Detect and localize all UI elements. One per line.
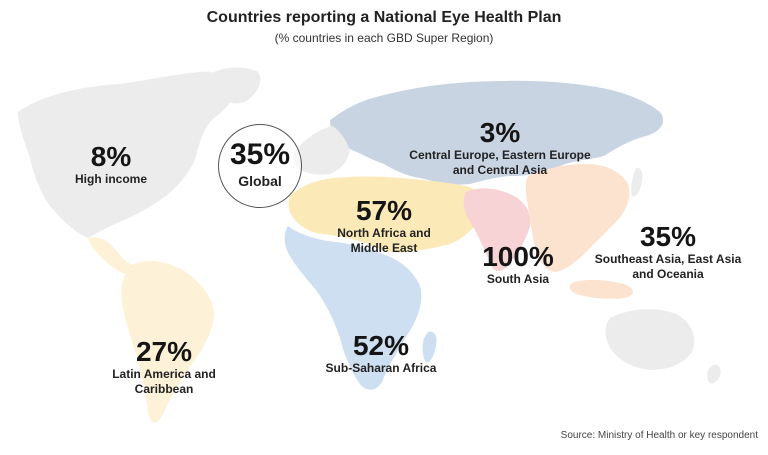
label-south-asia: 100% South Asia [482,242,554,287]
label-southeast-asia: 35% Southeast Asia, East Asia and Oceani… [595,222,742,282]
label-central-europe: 3% Central Europe, Eastern Europe and Ce… [409,118,590,178]
north-africa-value: 57% [355,195,413,226]
high-income-label: High income [74,172,148,186]
central-europe-value: 3% [479,117,521,148]
region-central-europe-asia [330,80,664,185]
page-subtitle: (% countries in each GBD Super Region) [274,31,494,45]
central-europe-label-line1: Central Europe, Eastern Europe [409,148,591,162]
region-sub-saharan-africa [284,226,422,390]
north-africa-label-line2: Middle East [350,241,418,255]
latin-america-label-line2: Caribbean [134,382,194,396]
region-greenland [213,67,261,104]
page-title: Countries reporting a National Eye Healt… [206,9,562,26]
region-south-america [121,261,214,423]
global-label: Global [238,173,282,189]
region-australia [605,309,695,370]
sub-saharan-value: 52% [352,330,410,361]
southeast-asia-value: 35% [639,221,697,252]
high-income-value: 8% [90,141,132,172]
region-new-zealand [707,364,721,384]
global-badge: 35% Global [218,124,302,208]
region-indonesia [569,279,633,299]
latin-america-value: 27% [135,336,193,367]
region-north-africa-middle-east [288,176,484,253]
label-high-income: 8% High income [75,142,147,187]
global-value: 35% [229,138,291,171]
region-madagascar [422,331,437,363]
southeast-asia-label-line2: and Oceania [632,267,704,281]
sub-saharan-label: Sub-Saharan Africa [325,361,437,375]
southeast-asia-label-line1: Southeast Asia, East Asia [594,252,742,266]
label-north-africa: 57% North Africa and Middle East [337,196,431,256]
region-south-asia [463,188,531,272]
south-asia-value: 100% [482,241,554,272]
region-east-asia [525,164,630,272]
region-japan [631,167,643,197]
region-central-america [88,237,138,276]
label-sub-saharan: 52% Sub-Saharan Africa [326,331,437,376]
region-western-europe [293,126,350,175]
source-note: Source: Ministry of Health or key respon… [560,430,758,441]
north-africa-label-line1: North Africa and [337,226,431,240]
south-asia-label: South Asia [486,272,550,286]
region-north-america [18,71,233,239]
latin-america-label-line1: Latin America and [112,367,216,381]
central-europe-label-line2: and Central Asia [452,163,548,177]
label-latin-america: 27% Latin America and Caribbean [112,337,216,397]
